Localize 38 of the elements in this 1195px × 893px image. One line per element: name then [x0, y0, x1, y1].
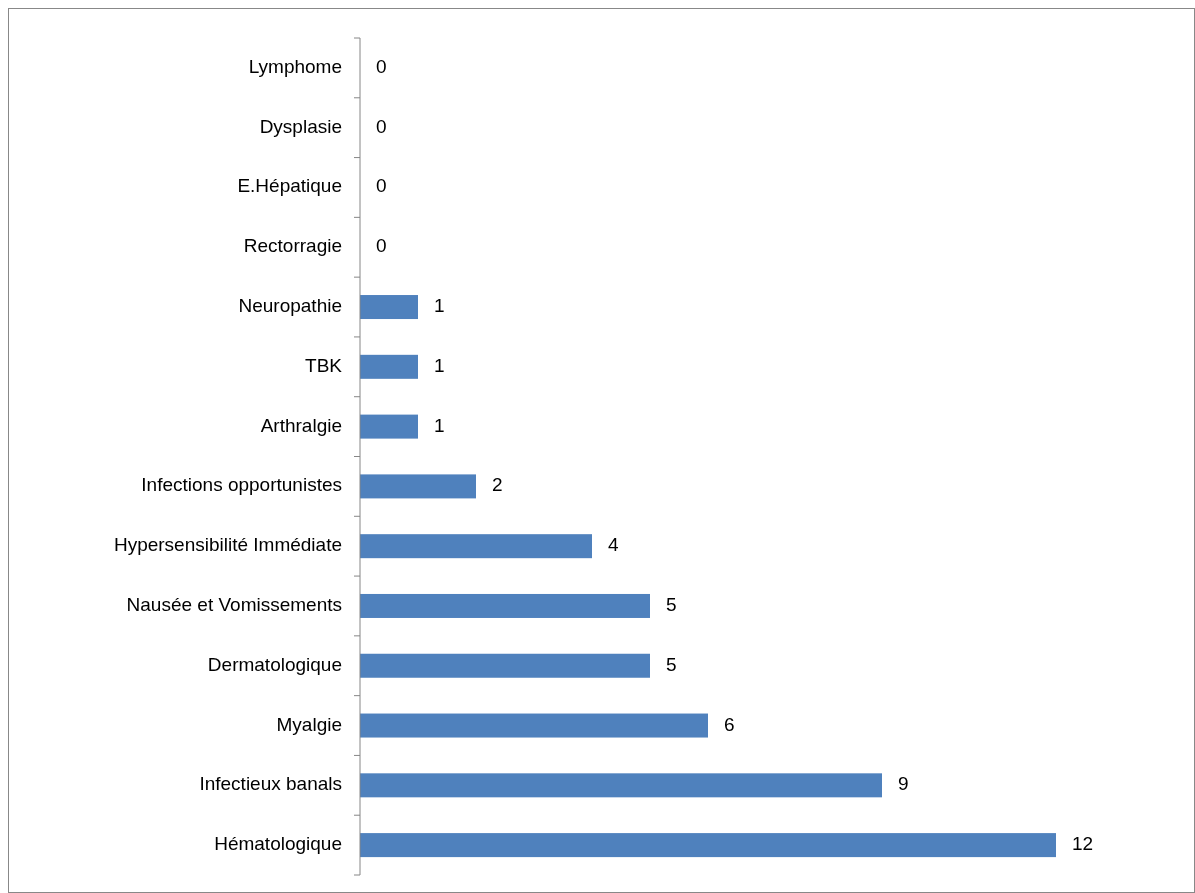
y-tick-label: Nausée et Vomissements — [126, 593, 342, 615]
data-label: 1 — [434, 354, 445, 376]
bar — [360, 773, 882, 798]
data-label: 0 — [376, 235, 387, 257]
data-label: 12 — [1072, 833, 1094, 855]
data-label: 0 — [376, 175, 387, 197]
data-label: 0 — [376, 115, 387, 137]
data-label: 0 — [376, 55, 387, 77]
y-tick-label: Hématologique — [214, 833, 342, 855]
bar — [360, 713, 708, 738]
data-label: 1 — [434, 295, 445, 317]
data-label: 9 — [898, 773, 909, 795]
data-label: 2 — [492, 474, 503, 496]
y-tick-label: Dermatologique — [207, 653, 342, 675]
bar — [360, 534, 592, 559]
y-tick-label: Infections opportunistes — [141, 474, 342, 496]
bar — [360, 414, 418, 439]
bar — [360, 653, 650, 678]
y-tick-label: Neuropathie — [238, 295, 342, 317]
y-tick-label: Rectorragie — [243, 235, 342, 257]
bar — [360, 354, 418, 379]
data-label: 5 — [666, 653, 677, 675]
data-label: 4 — [608, 534, 619, 556]
y-tick-label: Infectieux banals — [199, 773, 342, 795]
bar — [360, 593, 650, 618]
y-tick-label: Dysplasie — [259, 115, 342, 137]
y-tick-label: TBK — [305, 354, 343, 376]
data-label: 1 — [434, 414, 445, 436]
y-tick-label: Lymphome — [248, 55, 342, 77]
bar — [360, 833, 1056, 858]
data-label: 6 — [724, 713, 735, 735]
bar — [360, 295, 418, 320]
y-tick-label: E.Hépatique — [237, 175, 342, 197]
y-tick-label: Hypersensibilité Immédiate — [113, 534, 342, 556]
y-tick-label: Myalgie — [276, 713, 342, 735]
y-tick-label: Arthralgie — [260, 414, 342, 436]
data-label: 5 — [666, 593, 677, 615]
bar — [360, 474, 476, 499]
